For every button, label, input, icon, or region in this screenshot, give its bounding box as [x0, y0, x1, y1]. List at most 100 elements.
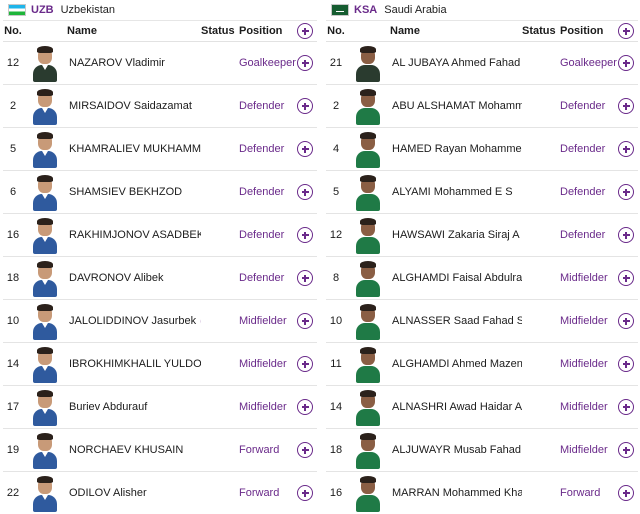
player-name[interactable]: ALNASSER Saad Fahad S: [392, 315, 522, 327]
player-name[interactable]: RAKHIMJONOV ASADBEK: [69, 229, 201, 241]
add-player-icon[interactable]: [618, 485, 634, 501]
player-name[interactable]: SHAMSIEV BEKHZOD: [69, 186, 183, 198]
add-player-icon[interactable]: [297, 356, 313, 372]
player-name-cell[interactable]: ALNASHRI Awad Haidar A: [390, 401, 522, 413]
player-name-cell[interactable]: KHAMRALIEV MUKHAMMADKODIR: [67, 143, 201, 155]
add-player-icon[interactable]: [297, 184, 313, 200]
player-row[interactable]: 18 DAVRONOV Alibek Defender: [3, 257, 317, 300]
player-row[interactable]: 5 ALYAMI Mohammed E S Defender: [326, 171, 638, 214]
player-name-cell[interactable]: Buriev Abdurauf: [67, 401, 201, 413]
player-name-cell[interactable]: ALJUWAYR Musab Fahad Z: [390, 444, 522, 456]
player-name-cell[interactable]: DAVRONOV Alibek: [67, 272, 201, 284]
player-row[interactable]: 12 NAZAROV Vladimir Goalkeeper: [3, 42, 317, 85]
player-name-cell[interactable]: ALGHAMDI Ahmed Mazen A: [390, 358, 522, 370]
add-player-icon[interactable]: [297, 141, 313, 157]
player-name-cell[interactable]: SHAMSIEV BEKHZOD: [67, 186, 201, 198]
add-player-icon[interactable]: [297, 313, 313, 329]
player-row[interactable]: 11 ALGHAMDI Ahmed Mazen A Midfielder: [326, 343, 638, 386]
col-status: Status: [201, 25, 235, 37]
add-player-icon[interactable]: [618, 313, 634, 329]
player-name[interactable]: ALJUWAYR Musab Fahad Z: [392, 444, 522, 456]
add-player-icon[interactable]: [618, 399, 634, 415]
player-name-cell[interactable]: NAZAROV Vladimir: [67, 57, 201, 69]
player-name-cell[interactable]: MIRSAIDOV Saidazamat: [67, 100, 201, 112]
player-name-cell[interactable]: ODILOV Alisher: [67, 487, 201, 499]
player-row[interactable]: 14 ALNASHRI Awad Haidar A Midfielder: [326, 386, 638, 429]
add-player-icon[interactable]: [297, 227, 313, 243]
add-player-icon[interactable]: [297, 485, 313, 501]
player-name-cell[interactable]: ALGHAMDI Faisal Abdulrahm...(C): [390, 272, 522, 284]
add-all-icon[interactable]: [297, 23, 313, 39]
player-name[interactable]: ALYAMI Mohammed E S: [392, 186, 513, 198]
player-row[interactable]: 19 NORCHAEV KHUSAIN Forward: [3, 429, 317, 472]
player-name[interactable]: JALOLIDDINOV Jasurbek: [69, 315, 197, 327]
player-position: Defender: [560, 100, 606, 112]
add-player-icon[interactable]: [618, 356, 634, 372]
player-row[interactable]: 22 ODILOV Alisher Forward: [3, 472, 317, 514]
player-number: 14: [6, 358, 20, 370]
player-name-cell[interactable]: HAWSAWI Zakaria Siraj A: [390, 229, 522, 241]
player-row[interactable]: 2 ABU ALSHAMAT Mohammed Wah... Defender: [326, 85, 638, 128]
player-name-cell[interactable]: MARRAN Mohammed Khalil N: [390, 487, 522, 499]
player-name[interactable]: ALNASHRI Awad Haidar A: [392, 401, 522, 413]
player-name[interactable]: Buriev Abdurauf: [69, 401, 148, 413]
add-player-icon[interactable]: [297, 442, 313, 458]
player-name[interactable]: HAMED Rayan Mohammed B: [392, 143, 522, 155]
player-name[interactable]: HAWSAWI Zakaria Siraj A: [392, 229, 520, 241]
player-row[interactable]: 16 MARRAN Mohammed Khalil N Forward: [326, 472, 638, 514]
player-row[interactable]: 10 ALNASSER Saad Fahad S Midfielder: [326, 300, 638, 343]
player-name-cell[interactable]: JALOLIDDINOV Jasurbek(C): [67, 315, 201, 327]
add-player-icon[interactable]: [297, 270, 313, 286]
player-name-cell[interactable]: HAMED Rayan Mohammed B: [390, 143, 522, 155]
team-name: Saudi Arabia: [384, 4, 447, 16]
player-name-cell[interactable]: IBROKHIMKHALIL YULDOSHEV: [67, 358, 201, 370]
player-row[interactable]: 17 Buriev Abdurauf Midfielder: [3, 386, 317, 429]
player-name-cell[interactable]: RAKHIMJONOV ASADBEK: [67, 229, 201, 241]
player-name-cell[interactable]: ALNASSER Saad Fahad S: [390, 315, 522, 327]
player-name[interactable]: MARRAN Mohammed Khalil N: [392, 487, 522, 499]
player-name[interactable]: MIRSAIDOV Saidazamat: [69, 100, 192, 112]
team-ksa-panel: KSA Saudi Arabia No. Name Status Positio…: [320, 0, 640, 514]
player-row[interactable]: 18 ALJUWAYR Musab Fahad Z Midfielder: [326, 429, 638, 472]
player-position: Forward: [239, 444, 280, 456]
player-name[interactable]: AL JUBAYA Ahmed Fahad A: [392, 57, 522, 69]
player-row[interactable]: 10 JALOLIDDINOV Jasurbek(C) Midfielder: [3, 300, 317, 343]
player-name[interactable]: ABU ALSHAMAT Mohammed Wah...: [392, 100, 522, 112]
player-row[interactable]: 5 KHAMRALIEV MUKHAMMADKODIR Defender: [3, 128, 317, 171]
player-position: Goalkeeper: [560, 57, 617, 69]
player-name[interactable]: ALGHAMDI Ahmed Mazen A: [392, 358, 522, 370]
add-player-icon[interactable]: [618, 227, 634, 243]
player-name[interactable]: NORCHAEV KHUSAIN: [69, 444, 184, 456]
add-player-icon[interactable]: [297, 98, 313, 114]
player-name[interactable]: IBROKHIMKHALIL YULDOSHEV: [69, 358, 201, 370]
player-row[interactable]: 6 SHAMSIEV BEKHZOD Defender: [3, 171, 317, 214]
player-row[interactable]: 16 RAKHIMJONOV ASADBEK Defender: [3, 214, 317, 257]
player-name[interactable]: ALGHAMDI Faisal Abdulrahm...: [392, 272, 522, 284]
add-player-icon[interactable]: [618, 184, 634, 200]
player-name[interactable]: DAVRONOV Alibek: [69, 272, 164, 284]
player-name-cell[interactable]: AL JUBAYA Ahmed Fahad A: [390, 57, 522, 69]
add-player-icon[interactable]: [297, 55, 313, 71]
player-name[interactable]: KHAMRALIEV MUKHAMMADKODIR: [69, 143, 201, 155]
player-name-cell[interactable]: ABU ALSHAMAT Mohammed Wah...: [390, 100, 522, 112]
player-name-cell[interactable]: NORCHAEV KHUSAIN: [67, 444, 201, 456]
player-row[interactable]: 8 ALGHAMDI Faisal Abdulrahm...(C) Midfield…: [326, 257, 638, 300]
player-name-cell[interactable]: ALYAMI Mohammed E S: [390, 186, 522, 198]
add-player-icon[interactable]: [618, 270, 634, 286]
add-player-icon[interactable]: [618, 141, 634, 157]
player-name[interactable]: NAZAROV Vladimir: [69, 57, 165, 69]
player-row[interactable]: 12 HAWSAWI Zakaria Siraj A Defender: [326, 214, 638, 257]
add-player-icon[interactable]: [618, 55, 634, 71]
player-photo: [346, 345, 390, 383]
player-name[interactable]: ODILOV Alisher: [69, 487, 147, 499]
player-row[interactable]: 2 MIRSAIDOV Saidazamat Defender: [3, 85, 317, 128]
player-row[interactable]: 14 IBROKHIMKHALIL YULDOSHEV Midfielder: [3, 343, 317, 386]
add-player-icon[interactable]: [618, 98, 634, 114]
add-player-icon[interactable]: [297, 399, 313, 415]
player-row[interactable]: 4 HAMED Rayan Mohammed B Defender: [326, 128, 638, 171]
player-photo: [346, 474, 390, 512]
player-row[interactable]: 21 AL JUBAYA Ahmed Fahad A Goalkeeper: [326, 42, 638, 85]
add-all-icon[interactable]: [618, 23, 634, 39]
player-photo: [346, 44, 390, 82]
add-player-icon[interactable]: [618, 442, 634, 458]
